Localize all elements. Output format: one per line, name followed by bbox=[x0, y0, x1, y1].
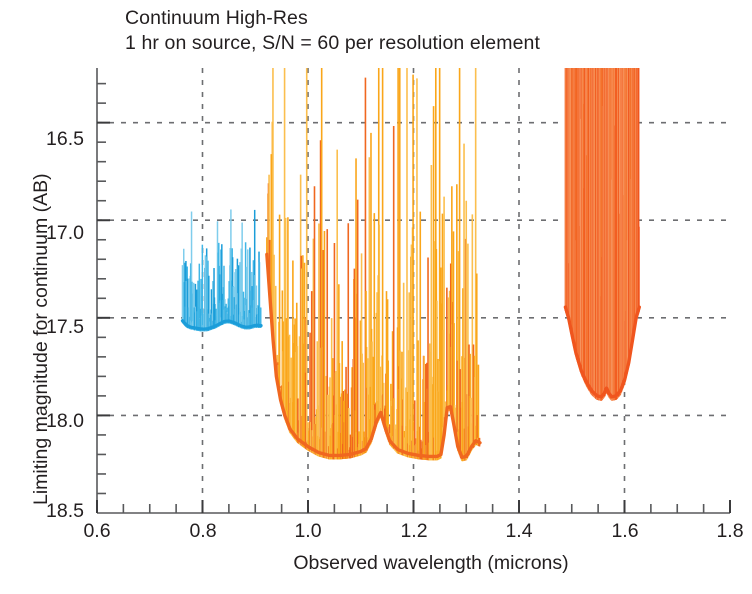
x-tick-label-0-8: 0.8 bbox=[189, 520, 217, 542]
envelope-curve bbox=[265, 252, 482, 460]
x-tick-label-1-0: 1.0 bbox=[294, 520, 322, 542]
x-axis-label-text: Observed wavelength (microns) bbox=[293, 552, 569, 574]
y-tick-label-16-5: 16.5 bbox=[46, 128, 84, 150]
y-tick-label-18-0: 18.0 bbox=[46, 410, 84, 432]
chart-title-block: Continuum High-Res 1 hr on source, S/N =… bbox=[125, 6, 540, 56]
x-tick-label-0-6: 0.6 bbox=[83, 520, 111, 542]
y-tick-label-17-5: 17.5 bbox=[46, 316, 84, 338]
envelope-curve bbox=[563, 305, 641, 399]
x-tick-label-1-8: 1.8 bbox=[716, 520, 744, 542]
axis-frame bbox=[96, 68, 731, 514]
x-axis-label: Observed wavelength (microns) bbox=[0, 552, 752, 575]
x-tick-label-1-2: 1.2 bbox=[400, 520, 428, 542]
chart-subtitle: 1 hr on source, S/N = 60 per resolution … bbox=[125, 31, 540, 54]
y-tick-label-18-5: 18.5 bbox=[46, 500, 84, 522]
envelope-curves bbox=[180, 252, 641, 460]
x-tick-label-1-6: 1.6 bbox=[611, 520, 639, 542]
envelope-curve bbox=[180, 319, 263, 331]
x-tick-label-1-4: 1.4 bbox=[505, 520, 533, 542]
y-tick-label-17-0: 17.0 bbox=[46, 222, 84, 244]
spectral-spikes bbox=[181, 68, 640, 462]
chart-title: Continuum High-Res bbox=[125, 7, 308, 29]
